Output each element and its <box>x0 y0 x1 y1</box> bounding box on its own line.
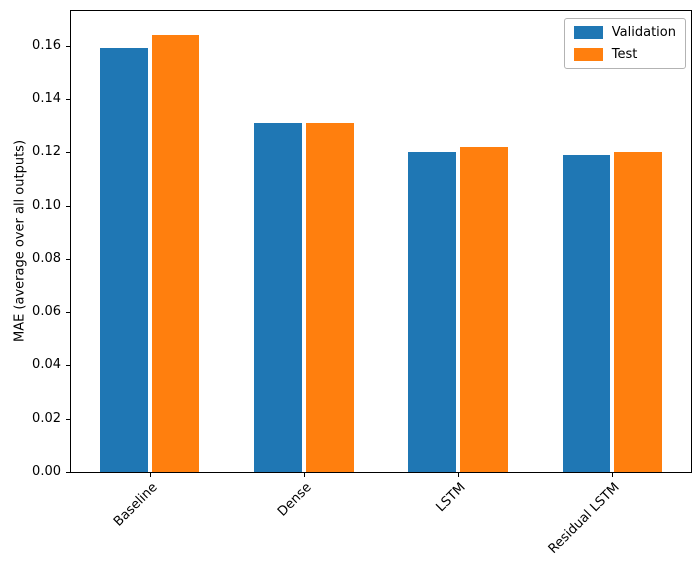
legend-row: Test <box>573 47 676 62</box>
bar-test-lstm <box>460 146 508 472</box>
plot-area: Validation Test <box>70 10 692 473</box>
y-tick-label: 0.00 <box>32 464 61 479</box>
y-tick-label: 0.10 <box>32 197 61 213</box>
bar-test-residual-lstm <box>614 152 663 472</box>
x-tick-mark <box>612 473 614 477</box>
legend-row: Validation <box>573 25 676 40</box>
x-tick-mark <box>149 473 151 477</box>
y-tick-mark <box>66 312 70 314</box>
y-tick-label: 0.06 <box>32 304 61 320</box>
x-tick-mark <box>303 473 305 477</box>
y-tick-mark <box>66 152 70 154</box>
y-tick-mark <box>66 98 70 100</box>
legend-label: Test <box>611 47 638 62</box>
y-tick-label: 0.02 <box>32 410 61 426</box>
bar-validation-baseline <box>99 48 148 472</box>
legend: Validation Test <box>563 18 686 69</box>
y-tick-label: 0.08 <box>32 250 61 266</box>
legend-label: Validation <box>611 25 676 40</box>
y-tick-mark <box>66 205 70 207</box>
legend-patch-validation <box>573 26 603 39</box>
y-tick-mark <box>66 258 70 260</box>
y-tick-label: 0.14 <box>32 90 61 106</box>
bar-validation-lstm <box>408 152 457 472</box>
y-tick-mark <box>66 418 70 420</box>
x-tick-label: Residual LSTM <box>546 480 623 557</box>
y-tick-label: 0.12 <box>32 144 61 160</box>
bar-test-dense <box>305 122 354 472</box>
y-tick-label: 0.16 <box>32 37 61 53</box>
y-tick-mark <box>66 365 70 367</box>
x-tick-mark <box>458 473 460 477</box>
y-tick-label: 0.04 <box>32 357 61 373</box>
bar-validation-dense <box>254 122 302 472</box>
bar-test-baseline <box>151 34 200 472</box>
y-tick-mark <box>66 472 70 473</box>
bar-validation-residual-lstm <box>562 154 611 472</box>
x-tick-label: LSTM <box>433 480 469 516</box>
y-tick-mark <box>66 45 70 47</box>
x-tick-label: Baseline <box>110 480 161 530</box>
legend-patch-test <box>573 48 603 61</box>
x-tick-label: Dense <box>274 480 315 520</box>
